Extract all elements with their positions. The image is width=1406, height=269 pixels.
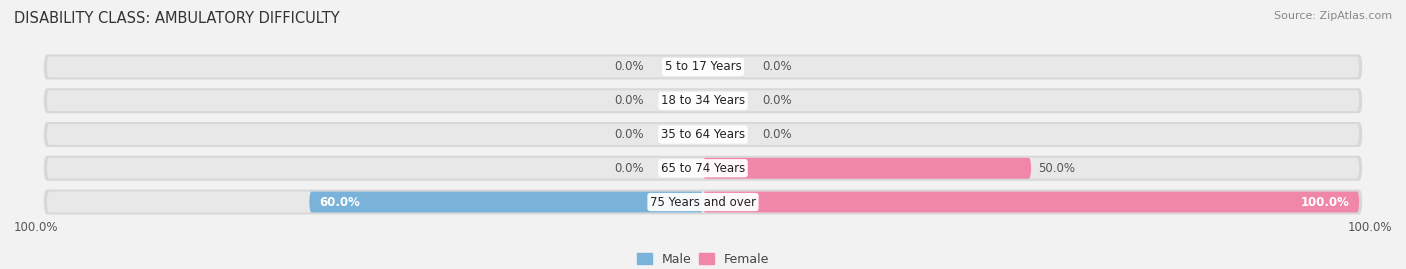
Text: DISABILITY CLASS: AMBULATORY DIFFICULTY: DISABILITY CLASS: AMBULATORY DIFFICULTY xyxy=(14,11,340,26)
Text: 0.0%: 0.0% xyxy=(614,162,644,175)
FancyBboxPatch shape xyxy=(44,156,1362,181)
Text: 50.0%: 50.0% xyxy=(1038,162,1074,175)
FancyBboxPatch shape xyxy=(309,192,703,213)
FancyBboxPatch shape xyxy=(46,90,1360,111)
Text: 0.0%: 0.0% xyxy=(762,128,792,141)
FancyBboxPatch shape xyxy=(703,158,1031,179)
FancyBboxPatch shape xyxy=(44,190,1362,214)
Text: 60.0%: 60.0% xyxy=(319,196,360,208)
Text: Source: ZipAtlas.com: Source: ZipAtlas.com xyxy=(1274,11,1392,21)
Text: 35 to 64 Years: 35 to 64 Years xyxy=(661,128,745,141)
FancyBboxPatch shape xyxy=(44,55,1362,79)
Text: 0.0%: 0.0% xyxy=(614,61,644,73)
Text: 65 to 74 Years: 65 to 74 Years xyxy=(661,162,745,175)
Text: 100.0%: 100.0% xyxy=(1301,196,1350,208)
Text: 0.0%: 0.0% xyxy=(614,94,644,107)
Text: 0.0%: 0.0% xyxy=(614,128,644,141)
Text: 5 to 17 Years: 5 to 17 Years xyxy=(665,61,741,73)
FancyBboxPatch shape xyxy=(46,124,1360,145)
FancyBboxPatch shape xyxy=(46,56,1360,77)
Legend: Male, Female: Male, Female xyxy=(633,249,773,269)
FancyBboxPatch shape xyxy=(44,88,1362,113)
Text: 100.0%: 100.0% xyxy=(14,221,59,233)
Text: 0.0%: 0.0% xyxy=(762,94,792,107)
Text: 100.0%: 100.0% xyxy=(1347,221,1392,233)
FancyBboxPatch shape xyxy=(46,192,1360,213)
FancyBboxPatch shape xyxy=(46,158,1360,179)
FancyBboxPatch shape xyxy=(703,192,1360,213)
Text: 0.0%: 0.0% xyxy=(762,61,792,73)
Text: 18 to 34 Years: 18 to 34 Years xyxy=(661,94,745,107)
FancyBboxPatch shape xyxy=(44,122,1362,147)
Text: 75 Years and over: 75 Years and over xyxy=(650,196,756,208)
